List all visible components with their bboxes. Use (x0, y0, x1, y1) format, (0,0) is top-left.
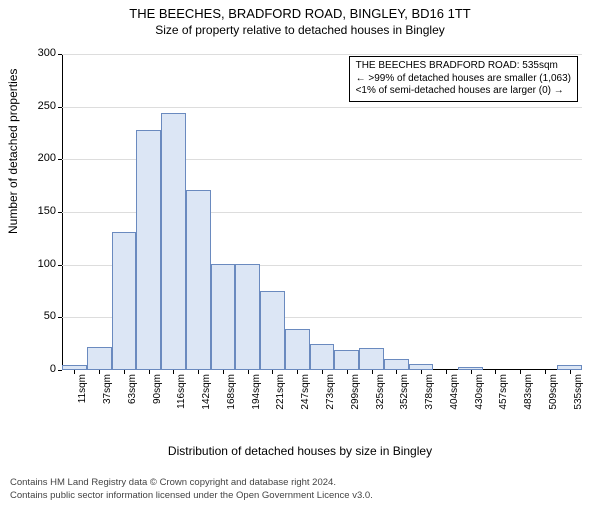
x-tick-mark (520, 370, 521, 374)
y-tick-label: 300 (26, 47, 56, 59)
histogram-bar (186, 190, 211, 370)
x-axis-label: Distribution of detached houses by size … (0, 444, 600, 458)
footer: Contains HM Land Registry data © Crown c… (10, 477, 373, 502)
legend-line-2: ← >99% of detached houses are smaller (1… (356, 73, 571, 86)
x-tick-mark (272, 370, 273, 374)
x-tick-mark (297, 370, 298, 374)
x-tick-label: 168sqm (226, 374, 237, 414)
histogram-bar (285, 329, 310, 370)
histogram-bar (359, 348, 384, 370)
y-tick-label: 200 (26, 152, 56, 164)
x-tick-mark (322, 370, 323, 374)
histogram-bar (87, 347, 112, 370)
histogram-bar (161, 113, 186, 370)
x-tick-label: 11sqm (77, 374, 88, 414)
legend-line-1: THE BEECHES BRADFORD ROAD: 535sqm (356, 60, 571, 73)
chart-subtitle: Size of property relative to detached ho… (0, 23, 600, 37)
x-tick-label: 221sqm (275, 374, 286, 414)
chart-title: THE BEECHES, BRADFORD ROAD, BINGLEY, BD1… (0, 6, 600, 21)
x-tick-mark (570, 370, 571, 374)
histogram-bar (136, 130, 161, 370)
x-tick-label: 535sqm (573, 374, 584, 414)
histogram-bar (211, 264, 236, 370)
x-tick-label: 247sqm (300, 374, 311, 414)
histogram-bar (310, 344, 335, 370)
x-tick-label: 430sqm (474, 374, 485, 414)
x-tick-mark (124, 370, 125, 374)
y-tick-label: 0 (26, 363, 56, 375)
x-tick-mark (372, 370, 373, 374)
x-tick-mark (149, 370, 150, 374)
y-tick-label: 250 (26, 100, 56, 112)
y-tick-label: 100 (26, 258, 56, 270)
x-tick-mark (421, 370, 422, 374)
y-tick-label: 50 (26, 310, 56, 322)
x-tick-label: 299sqm (350, 374, 361, 414)
x-tick-label: 378sqm (424, 374, 435, 414)
x-tick-label: 37sqm (102, 374, 113, 414)
histogram-bar (235, 264, 260, 370)
x-tick-label: 325sqm (375, 374, 386, 414)
y-axis-label: Number of detached properties (6, 69, 20, 234)
x-tick-mark (173, 370, 174, 374)
x-tick-mark (495, 370, 496, 374)
y-tick-mark (58, 370, 62, 371)
x-tick-label: 142sqm (201, 374, 212, 414)
x-tick-label: 404sqm (449, 374, 460, 414)
y-tick-label: 150 (26, 205, 56, 217)
histogram-bar (334, 350, 359, 370)
x-tick-label: 483sqm (523, 374, 534, 414)
x-tick-label: 90sqm (152, 374, 163, 414)
x-tick-mark (248, 370, 249, 374)
x-tick-mark (223, 370, 224, 374)
x-tick-label: 273sqm (325, 374, 336, 414)
footer-line-2: Contains public sector information licen… (10, 490, 373, 502)
x-tick-mark (545, 370, 546, 374)
x-tick-mark (446, 370, 447, 374)
x-tick-mark (396, 370, 397, 374)
x-tick-mark (74, 370, 75, 374)
histogram-bar (112, 232, 137, 370)
x-tick-label: 352sqm (399, 374, 410, 414)
x-tick-label: 194sqm (251, 374, 262, 414)
x-tick-label: 509sqm (548, 374, 559, 414)
histogram-bar (384, 359, 409, 370)
x-tick-mark (198, 370, 199, 374)
x-tick-label: 116sqm (176, 374, 187, 414)
footer-line-1: Contains HM Land Registry data © Crown c… (10, 477, 373, 489)
x-tick-label: 63sqm (127, 374, 138, 414)
histogram-bar (260, 291, 285, 370)
plot-area: 050100150200250300 11sqm37sqm63sqm90sqm1… (62, 54, 582, 414)
x-tick-mark (99, 370, 100, 374)
legend-line-3: <1% of semi-detached houses are larger (… (356, 85, 571, 98)
legend-box: THE BEECHES BRADFORD ROAD: 535sqm ← >99%… (349, 56, 578, 102)
x-tick-mark (471, 370, 472, 374)
x-tick-label: 457sqm (498, 374, 509, 414)
x-tick-mark (347, 370, 348, 374)
